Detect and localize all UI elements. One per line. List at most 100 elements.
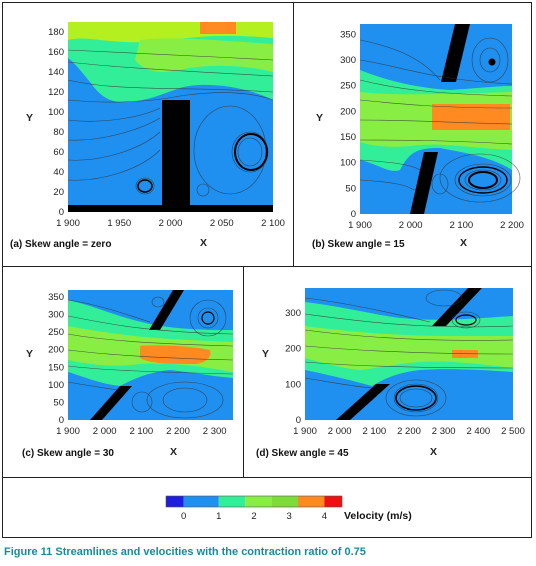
panel-d-vortex-core [395, 385, 437, 411]
panel-d-xlabel: X [430, 446, 437, 458]
panel-b-plot [359, 24, 521, 214]
panel-b-x-ticks: 1 900 2 000 2 100 2 200 [348, 220, 524, 231]
panel-c-y-ticks: 0 50 100 150 200 250 300 350 [48, 292, 64, 426]
panel-a-caption: (a) Skew angle = zero [10, 239, 111, 250]
panel-a-x-ticks: 1 900 1 950 2 000 2 050 2 100 [56, 218, 285, 229]
panel-b-x-tick: 1 900 [348, 220, 372, 231]
panel-c-y-tick: 200 [48, 345, 64, 356]
divider-legend [2, 477, 532, 478]
panel-c-x-tick: 2 100 [129, 426, 153, 437]
panel-d-x-tick: 2 000 [328, 426, 352, 437]
panel-a-ylabel: Y [26, 112, 33, 124]
panel-d-y-tick: 0 [296, 415, 301, 426]
panel-a-x-tick: 2 100 [261, 218, 285, 229]
figure-caption: Figure 11 Streamlines and velocities wit… [4, 546, 366, 558]
panel-c-caption: (c) Skew angle = 30 [22, 448, 114, 459]
legend-ticks: 0 1 2 3 4 [181, 511, 327, 522]
panel-d-y-tick: 100 [285, 379, 301, 390]
panel-d-y-ticks: 0 100 200 300 [285, 308, 301, 426]
panel-a-y-tick: 100 [48, 107, 64, 118]
panel-d-x-tick: 2 200 [397, 426, 421, 437]
panel-a-y-tick: 40 [53, 167, 64, 178]
panel-a-y-tick: 180 [48, 27, 64, 38]
panel-a-x-tick: 2 000 [159, 218, 183, 229]
panel-c-x-tick: 1 900 [56, 426, 80, 437]
panel-d: 1 900 2 000 2 100 2 200 2 300 2 400 2 500 0 100… [256, 288, 525, 459]
panel-b-x-tick: 2 100 [449, 220, 473, 231]
panel-b: 1 900 2 000 2 100 2 200 0 50 100 150 200 250 300 3… [312, 24, 524, 250]
panel-a-y-tick: 20 [53, 187, 64, 198]
legend-color-bin [245, 496, 272, 507]
panel-b-y-tick: 150 [340, 132, 356, 143]
legend-tick-label: 2 [251, 511, 256, 522]
panel-a-vortex-small [137, 179, 153, 193]
velocity-legend: 0 1 2 3 4 Velocity (m/s) [165, 495, 412, 522]
panel-c-y-tick: 50 [53, 397, 64, 408]
panel-d-zone-orange [452, 350, 478, 358]
panel-a-x-tick: 1 950 [107, 218, 131, 229]
panel-d-plot [304, 288, 514, 420]
panel-b-vortex-ring [458, 166, 508, 194]
panel-c-y-tick: 0 [59, 415, 64, 426]
legend-tick-label: 3 [287, 511, 292, 522]
panel-b-y-ticks: 0 50 100 150 200 250 300 350 [340, 29, 356, 220]
panel-c-x-ticks: 1 900 2 000 2 100 2 200 2 300 [56, 426, 226, 437]
legend-color-bin [183, 496, 219, 507]
panel-c-wall-top [149, 290, 184, 330]
panel-a-zone-orange [200, 22, 236, 34]
panel-a-y-tick: 160 [48, 47, 64, 58]
panel-b-vortex-core [468, 171, 498, 189]
panel-c-xlabel: X [170, 446, 177, 458]
legend-color-bin [324, 496, 342, 507]
panel-a-y-tick: 120 [48, 87, 64, 98]
panel-a: 1 900 1 950 2 000 2 050 2 100 0 20 40 60 80 100 12… [10, 22, 285, 250]
panel-d-x-ticks: 1 900 2 000 2 100 2 200 2 300 2 400 2 500 [293, 426, 525, 437]
panel-c-wall-bottom [90, 386, 132, 420]
panel-c-y-tick: 250 [48, 327, 64, 338]
panel-b-y-tick: 0 [351, 209, 356, 220]
panel-b-streamlines [359, 37, 521, 203]
panel-a-y-ticks: 0 20 40 60 80 100 120 140 160 180 [48, 27, 64, 218]
legend-colorbar-border [165, 495, 343, 508]
panel-a-plot [67, 22, 274, 212]
legend-color-bin [271, 496, 298, 507]
panel-a-y-tick: 60 [53, 147, 64, 158]
panel-c-x-tick: 2 200 [166, 426, 190, 437]
panel-d-wall-top [432, 288, 482, 326]
panel-a-streamlines [67, 49, 274, 197]
panel-b-y-tick: 50 [345, 183, 356, 194]
panel-a-zone-lime [135, 38, 273, 72]
panel-d-wall-bottom [336, 384, 390, 420]
panel-b-y-tick: 250 [340, 81, 356, 92]
panel-d-x-tick: 2 300 [432, 426, 456, 437]
panel-c-y-tick: 100 [48, 380, 64, 391]
divider-row [2, 266, 532, 267]
panel-d-zone-lime [305, 326, 513, 370]
panel-a-y-tick: 140 [48, 67, 64, 78]
figure-frame [2, 2, 532, 538]
panel-d-streamlines [304, 289, 514, 417]
panel-a-x-tick: 1 900 [56, 218, 80, 229]
panel-a-y-tick: 80 [53, 127, 64, 138]
panel-c-y-tick: 150 [48, 362, 64, 373]
panel-d-x-tick: 2 400 [466, 426, 490, 437]
panel-a-wall-obstacle [162, 100, 190, 212]
panel-d-vortex-top [455, 314, 477, 326]
panel-b-y-tick: 100 [340, 158, 356, 169]
panel-d-ylabel: Y [262, 348, 269, 360]
panel-c-y-tick: 350 [48, 292, 64, 303]
panel-b-ylabel: Y [316, 112, 323, 124]
panel-c-x-tick: 2 300 [203, 426, 227, 437]
panel-b-caption: (b) Skew angle = 15 [312, 239, 405, 250]
panel-b-x-tick: 2 200 [500, 220, 524, 231]
panel-b-y-tick: 300 [340, 55, 356, 66]
panel-c-ylabel: Y [26, 348, 33, 360]
panel-b-vortex-top [488, 58, 496, 66]
panel-c-y-tick: 300 [48, 310, 64, 321]
panel-a-vortex-core [234, 133, 268, 171]
legend-color-bin [166, 496, 184, 507]
panel-b-x-tick: 2 000 [399, 220, 423, 231]
panel-a-x-tick: 2 050 [210, 218, 234, 229]
legend-title: Velocity (m/s) [344, 510, 412, 522]
panel-d-x-tick: 2 500 [501, 426, 525, 437]
